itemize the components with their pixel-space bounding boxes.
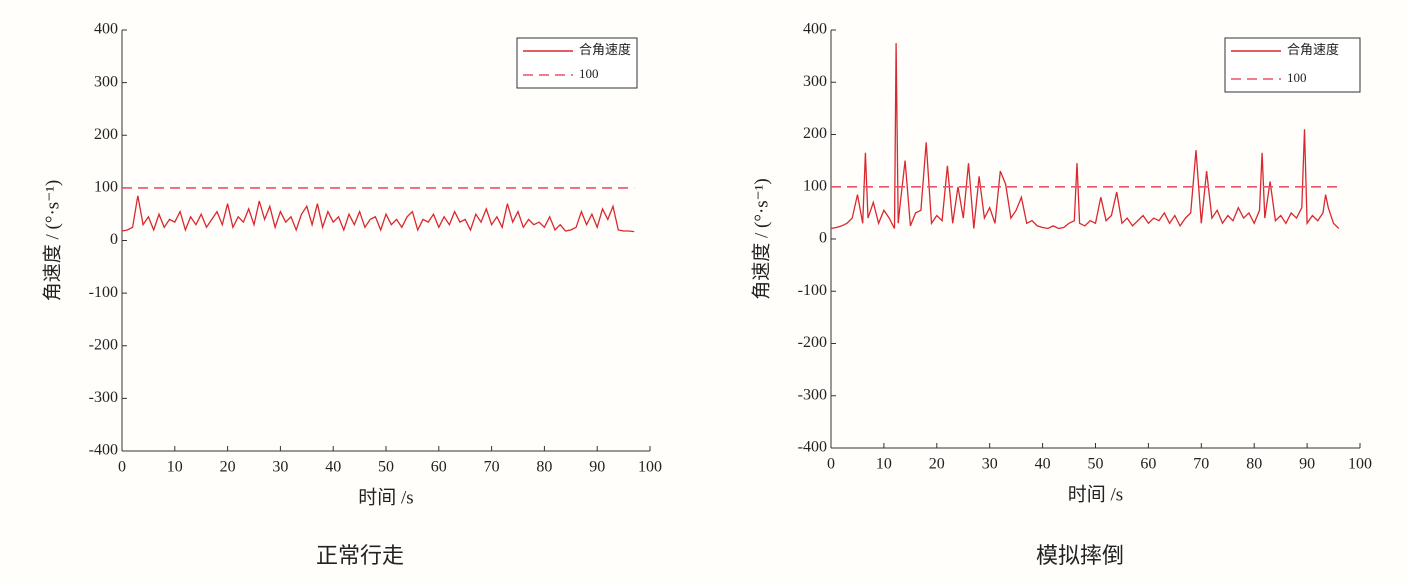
- y-tick-label: -100: [798, 282, 827, 299]
- y-tick-label: 200: [803, 125, 827, 142]
- x-tick-label: 20: [220, 459, 236, 476]
- x-tick-label: 80: [536, 459, 552, 476]
- x-tick-label: 50: [1088, 456, 1104, 473]
- y-tick-label: 300: [94, 73, 118, 90]
- y-tick-label: -200: [798, 334, 827, 351]
- legend-label: 合角速度: [579, 42, 631, 57]
- y-axis-label: 角速度 / (°·s⁻¹): [41, 180, 63, 301]
- legend-label: 100: [579, 66, 599, 81]
- y-tick-label: -400: [89, 442, 118, 459]
- x-tick-label: 70: [484, 459, 500, 476]
- x-tick-label: 0: [827, 456, 835, 473]
- caption: 模拟摔倒: [1036, 543, 1124, 568]
- x-axis-label: 时间 /s: [358, 486, 413, 508]
- x-axis-label: 时间 /s: [1068, 483, 1123, 505]
- legend-box: [1224, 37, 1361, 93]
- x-tick-label: 10: [876, 456, 892, 473]
- legend-label: 合角速度: [1287, 42, 1339, 57]
- y-tick-label: 200: [94, 126, 118, 143]
- y-tick-label: -300: [89, 389, 118, 406]
- x-tick-label: 70: [1193, 456, 1209, 473]
- series-line: [121, 195, 635, 233]
- x-tick-label: 30: [982, 456, 998, 473]
- x-tick-label: 90: [589, 459, 605, 476]
- x-tick-label: 60: [1140, 456, 1156, 473]
- legend-label: 100: [1287, 70, 1307, 85]
- y-tick-label: 0: [110, 231, 118, 248]
- x-tick-label: 100: [638, 459, 662, 476]
- x-tick-label: 100: [1348, 456, 1372, 473]
- y-tick-label: -400: [798, 439, 827, 456]
- x-tick-label: 40: [1035, 456, 1051, 473]
- y-tick-label: 100: [803, 177, 827, 194]
- y-tick-label: -100: [89, 284, 118, 301]
- y-tick-label: 400: [803, 21, 827, 38]
- caption: 正常行走: [316, 543, 404, 568]
- x-tick-label: 60: [431, 459, 447, 476]
- y-tick-label: 300: [803, 73, 827, 90]
- x-tick-label: 90: [1299, 456, 1315, 473]
- x-tick-label: 20: [929, 456, 945, 473]
- x-tick-label: 30: [272, 459, 288, 476]
- series-line: [830, 43, 1340, 230]
- x-tick-label: 80: [1246, 456, 1262, 473]
- y-tick-label: 0: [819, 230, 827, 247]
- y-tick-label: -300: [798, 386, 827, 403]
- legend-box: [516, 37, 638, 89]
- y-tick-label: 100: [94, 179, 118, 196]
- x-tick-label: 10: [167, 459, 183, 476]
- x-tick-label: 40: [325, 459, 341, 476]
- y-axis-label: 角速度 / (°·s⁻¹): [750, 178, 772, 299]
- x-tick-label: 0: [118, 459, 126, 476]
- y-tick-label: -200: [89, 336, 118, 353]
- x-tick-label: 50: [378, 459, 394, 476]
- y-tick-label: 400: [94, 21, 118, 38]
